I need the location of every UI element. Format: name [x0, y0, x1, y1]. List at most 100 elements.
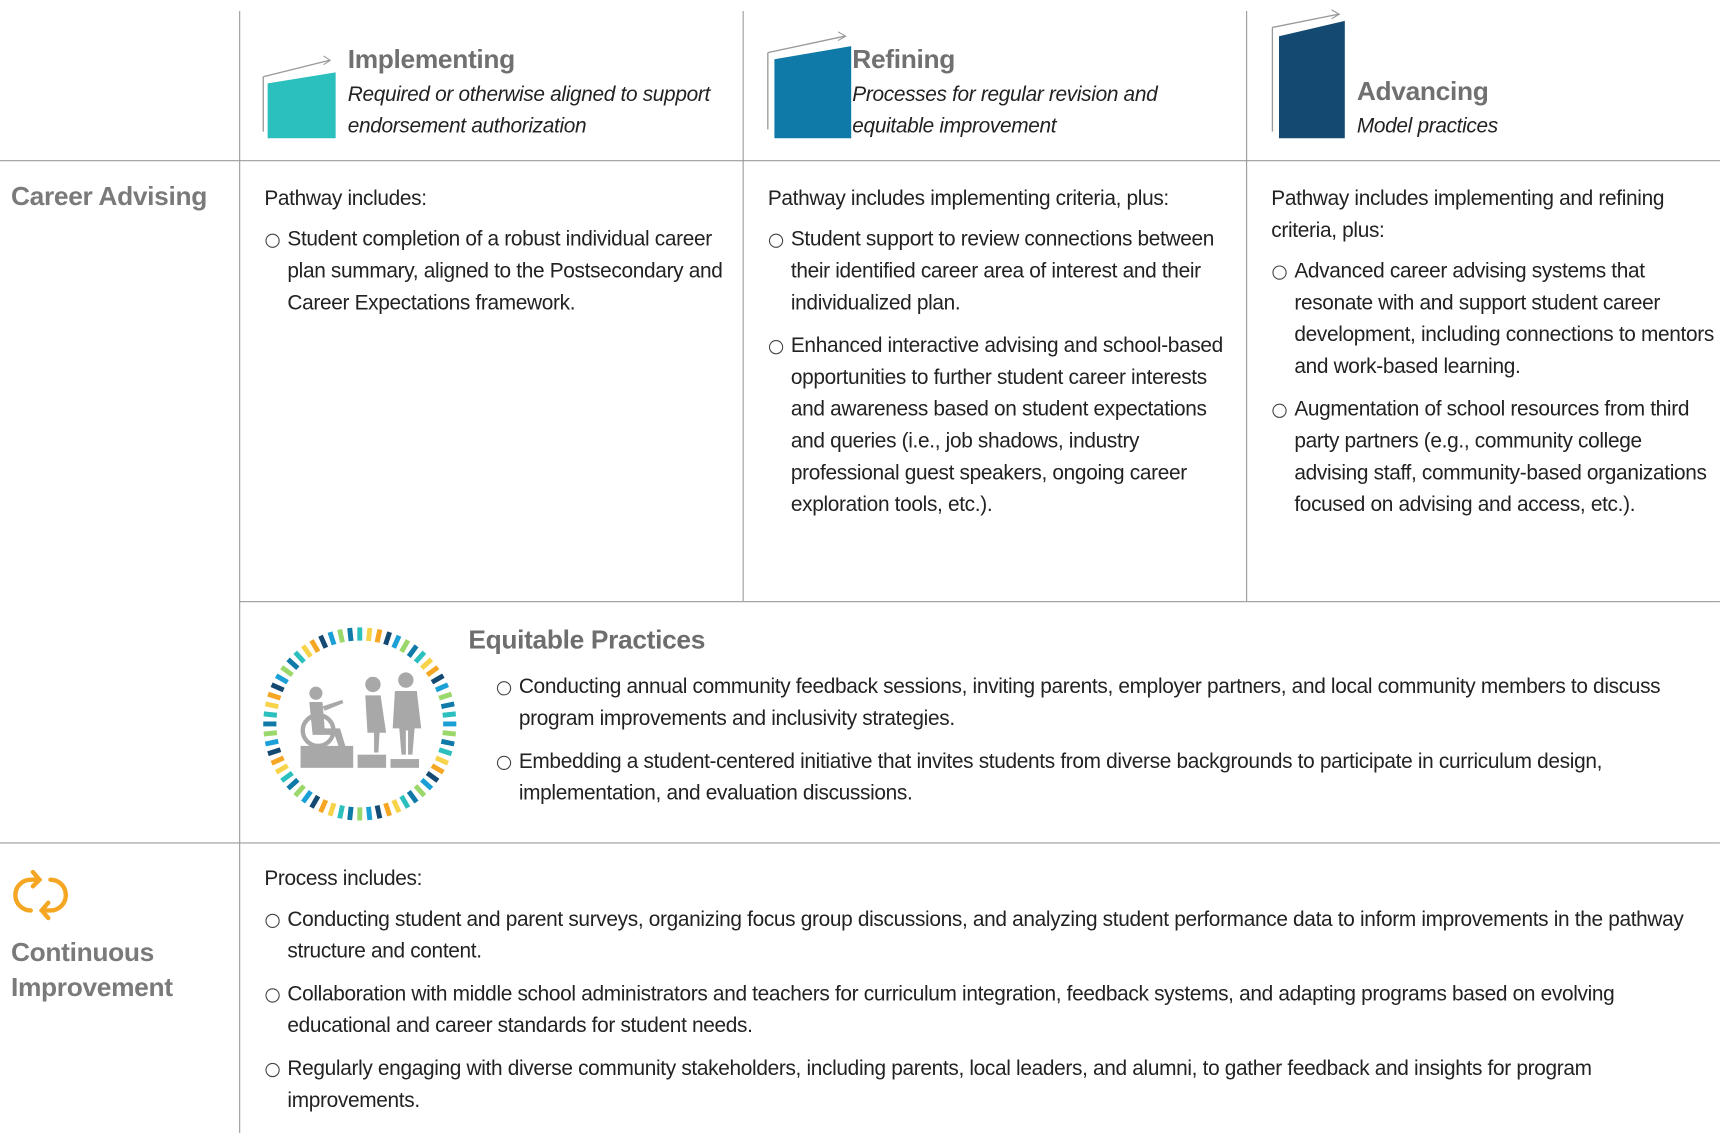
- bullet-item: Collaboration with middle school adminis…: [264, 978, 1701, 1042]
- emblem-dash: [383, 802, 392, 817]
- emblem-dash: [366, 627, 373, 642]
- section-title: Equitable Practices: [468, 625, 706, 655]
- column-title: Refining: [852, 44, 955, 75]
- bullet-item: Student completion of a robust individua…: [264, 224, 730, 319]
- bullet-item: Conducting student and parent surveys, o…: [264, 904, 1701, 968]
- bullet-list: Advanced career advising systems that re…: [1271, 256, 1715, 521]
- emblem-dash: [318, 634, 329, 649]
- emblem-dash: [399, 794, 411, 809]
- emblem-dash: [293, 784, 306, 798]
- emblem-dash: [327, 631, 337, 646]
- equity-emblem: [263, 627, 457, 821]
- emblem-dash: [413, 784, 427, 798]
- emblem-dash: [270, 682, 285, 693]
- emblem-dash: [280, 770, 294, 783]
- emblem-dash: [391, 634, 402, 649]
- row-label: Continuous Improvement: [10, 937, 173, 1003]
- emblem-dash: [347, 627, 354, 642]
- emblem-dash: [301, 789, 313, 804]
- list: Conducting annual community feedback ses…: [496, 671, 1703, 820]
- bullet-item: Advanced career advising systems that re…: [1271, 256, 1715, 383]
- emblem-dash: [399, 639, 411, 653]
- divider: [239, 601, 1720, 603]
- emblem-dash: [267, 747, 282, 757]
- emblem-dash: [440, 738, 455, 747]
- emblem-dash: [337, 804, 345, 819]
- emblem-dash: [434, 755, 449, 766]
- cell: Pathway includes implementing criteria, …: [768, 183, 1234, 532]
- bullet-item: Embedding a student-centered initiative …: [496, 746, 1703, 810]
- cell: Pathway includes: Student completion of a…: [264, 183, 730, 330]
- implementing-icon: [262, 55, 336, 139]
- intro: Pathway includes implementing criteria, …: [767, 187, 1169, 211]
- column-subtitle: Processes for regular revision and equit…: [852, 83, 1158, 139]
- divider: [0, 842, 1720, 844]
- emblem-dash: [391, 799, 402, 814]
- emblem-dash: [318, 799, 329, 814]
- emblem-dash: [286, 777, 300, 791]
- bullet-item: Conducting annual community feedback ses…: [496, 671, 1703, 735]
- emblem-dash: [406, 789, 419, 804]
- emblem-dash: [413, 650, 427, 664]
- cell: Process includes: Conducting student and …: [264, 863, 1701, 1127]
- emblem-dash: [309, 639, 321, 653]
- intro: Process includes:: [264, 867, 423, 891]
- emblem-dash: [425, 665, 440, 677]
- emblem-dash: [440, 701, 455, 710]
- emblem-dash: [337, 629, 345, 643]
- emblem-dash: [430, 763, 445, 775]
- emblem-dash: [263, 711, 278, 718]
- emblem-dash: [264, 738, 279, 747]
- bullet-list: Conducting annual community feedback ses…: [496, 671, 1703, 809]
- emblem-dash: [406, 644, 419, 658]
- bullet-item: Augmentation of school resources from th…: [1271, 394, 1715, 521]
- emblem-dash: [327, 802, 337, 817]
- divider: [0, 160, 1720, 162]
- cell: Pathway includes implementing and refini…: [1271, 183, 1715, 532]
- emblem-dash: [430, 673, 445, 685]
- column-title: Advancing: [1356, 76, 1489, 107]
- emblem-dash: [267, 691, 282, 701]
- emblem-dash: [280, 665, 294, 677]
- emblem-dash: [438, 747, 453, 757]
- bullet-item: Regularly engaging with diverse communit…: [264, 1053, 1701, 1117]
- bullet-item: Student support to review connections be…: [768, 224, 1234, 319]
- intro: Pathway includes:: [264, 187, 427, 211]
- emblem-dash: [442, 711, 457, 718]
- emblem-dash: [347, 806, 354, 821]
- bullet-item: Enhanced interactive advising and school…: [768, 330, 1234, 521]
- bullet-list: Student completion of a robust individua…: [264, 224, 730, 319]
- divider: [742, 10, 744, 602]
- refining-icon: [767, 31, 852, 139]
- emblem-dash: [309, 794, 321, 809]
- advancing-icon: [1271, 9, 1345, 139]
- column-subtitle: Required or otherwise aligned to support…: [347, 83, 711, 139]
- emblem-dash: [374, 629, 383, 643]
- emblem-dash: [264, 701, 279, 710]
- intro: Pathway includes implementing and refini…: [1271, 187, 1665, 243]
- emblem-dash: [270, 755, 285, 766]
- emblem-dash: [383, 631, 392, 646]
- emblem-dash: [301, 644, 313, 658]
- emblem-dash: [274, 673, 289, 685]
- emblem-dash: [420, 657, 434, 671]
- row-label: Career Advising: [10, 182, 207, 212]
- emblem-dash: [274, 763, 289, 775]
- emblem-dash: [263, 730, 278, 737]
- emblem-dash: [425, 770, 440, 783]
- emblem-dash: [442, 730, 457, 737]
- bullet-list: Conducting student and parent surveys, o…: [264, 904, 1701, 1117]
- column-subtitle: Model practices: [1356, 115, 1498, 139]
- emblem-dash: [366, 806, 373, 821]
- emblem-dash: [286, 657, 300, 671]
- column-title: Implementing: [347, 44, 516, 75]
- bullet-list: Student support to review connections be…: [768, 224, 1234, 521]
- emblem-dash: [293, 650, 306, 664]
- cycle-icon: [13, 869, 68, 921]
- emblem-dash: [374, 804, 383, 819]
- emblem-dash: [438, 691, 453, 701]
- divider: [1246, 10, 1248, 602]
- emblem-dash: [434, 682, 449, 693]
